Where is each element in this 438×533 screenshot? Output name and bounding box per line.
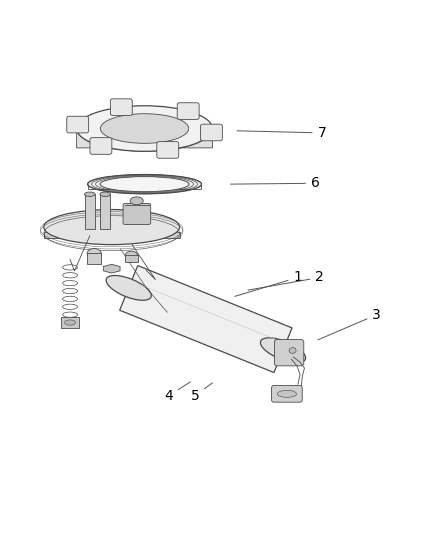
FancyBboxPatch shape bbox=[275, 340, 304, 366]
Text: 5: 5 bbox=[191, 383, 212, 403]
FancyBboxPatch shape bbox=[110, 99, 132, 116]
FancyBboxPatch shape bbox=[123, 204, 151, 224]
Ellipse shape bbox=[125, 251, 138, 260]
Bar bbox=[61, 317, 79, 328]
Bar bbox=[85, 194, 95, 229]
Bar bbox=[87, 253, 101, 264]
Text: 1: 1 bbox=[235, 270, 302, 296]
Ellipse shape bbox=[87, 248, 101, 258]
Ellipse shape bbox=[100, 114, 189, 143]
Text: 6: 6 bbox=[230, 176, 320, 190]
FancyBboxPatch shape bbox=[177, 103, 199, 119]
FancyBboxPatch shape bbox=[272, 385, 302, 402]
Ellipse shape bbox=[100, 176, 189, 192]
FancyBboxPatch shape bbox=[67, 116, 88, 133]
Ellipse shape bbox=[100, 192, 110, 197]
Text: 4: 4 bbox=[164, 382, 191, 403]
Ellipse shape bbox=[65, 320, 75, 325]
Text: 2: 2 bbox=[248, 270, 324, 290]
FancyBboxPatch shape bbox=[201, 124, 223, 141]
Ellipse shape bbox=[289, 348, 296, 353]
Ellipse shape bbox=[77, 106, 212, 151]
Text: 3: 3 bbox=[318, 308, 381, 340]
Ellipse shape bbox=[85, 192, 95, 197]
FancyBboxPatch shape bbox=[90, 138, 112, 154]
Bar bbox=[100, 194, 110, 229]
Ellipse shape bbox=[106, 276, 151, 300]
Ellipse shape bbox=[261, 338, 306, 362]
Polygon shape bbox=[44, 232, 180, 238]
Text: 7: 7 bbox=[237, 126, 326, 140]
Ellipse shape bbox=[88, 174, 201, 194]
Bar bbox=[125, 255, 138, 262]
Ellipse shape bbox=[130, 197, 143, 205]
Polygon shape bbox=[120, 265, 292, 373]
Polygon shape bbox=[103, 264, 120, 273]
Polygon shape bbox=[77, 128, 212, 151]
FancyBboxPatch shape bbox=[157, 142, 179, 158]
Ellipse shape bbox=[277, 390, 297, 398]
Ellipse shape bbox=[44, 209, 180, 245]
